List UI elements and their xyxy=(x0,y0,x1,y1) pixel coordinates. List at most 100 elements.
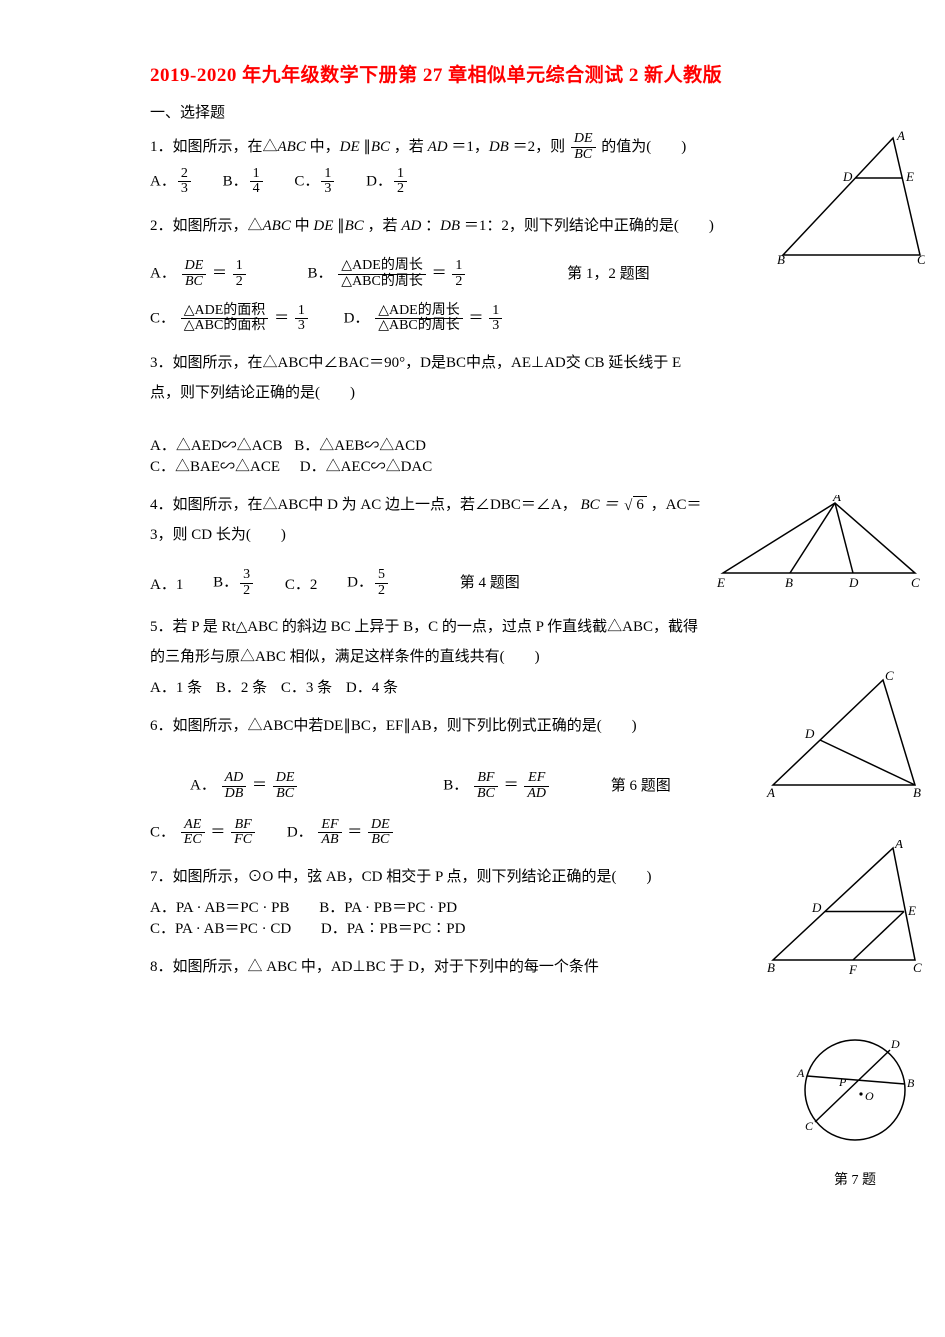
q2-eqD: ＝ xyxy=(469,310,484,326)
q3-stem: 3．如图所示，在△ABC中∠BAC＝90°，D是BC中点，AE⊥AD交 CB 延… xyxy=(150,355,681,401)
q6-options-row1: A． ADDB ＝ DEBC B． BFBC ＝ EFAD 第 6 题图 xyxy=(150,771,865,801)
q6-a-rnum: DE xyxy=(273,771,298,787)
figure-q7: A B C D P O xyxy=(785,1030,925,1165)
svg-text:B: B xyxy=(907,1076,915,1090)
q2-d-rden: 3 xyxy=(489,319,502,334)
svg-text:D: D xyxy=(804,726,815,741)
question-1: 1．如图所示，在△ABC 中，DE ∥BC ，若 AD ＝1，DB ＝2，则 D… xyxy=(150,132,865,163)
q4-optC: C．2 xyxy=(285,573,318,594)
q4-t1: 4．如图所示，在△ABC中 D 为 AC 边上一点，若∠DBC＝∠A， xyxy=(150,497,577,513)
q1-de: DE xyxy=(340,139,360,155)
q6-optC: C． xyxy=(150,824,175,840)
svg-text:D: D xyxy=(811,900,822,915)
q1-text: 1．如图所示，在△ xyxy=(150,139,278,155)
svg-text:B: B xyxy=(767,960,775,975)
q4-optA: A．1 xyxy=(150,573,183,594)
q1-a-num: 2 xyxy=(178,167,191,183)
svg-text:E: E xyxy=(716,575,725,590)
svg-text:C: C xyxy=(917,252,925,265)
q2-eqC: ＝ xyxy=(274,310,289,326)
q7-optB: B．PA · PB＝PC · PD xyxy=(319,896,457,917)
q1-options: A．23 B．14 C．13 D．12 xyxy=(150,167,865,197)
q5-optD: D．4 条 xyxy=(346,676,398,697)
q3-options: A．△AED∽△ACB B．△AEB∽△ACD C．△BAE∽△ACE D．△A… xyxy=(150,434,865,476)
svg-text:A: A xyxy=(894,840,903,851)
q7-optD: D．PA∶PB＝PC∶PD xyxy=(321,917,466,938)
q4-optD: D． xyxy=(347,575,373,591)
q3-optD: D．△AEC∽△DAC xyxy=(300,455,433,476)
q2-t3: ∥ xyxy=(337,218,345,234)
svg-text:D: D xyxy=(842,169,853,184)
q1-c-den: 3 xyxy=(321,182,334,197)
q6-d-lden: AB xyxy=(318,833,341,848)
q2-b-rnum: 1 xyxy=(452,259,465,275)
q1-optA: A． xyxy=(150,173,176,189)
svg-text:B: B xyxy=(913,785,921,800)
q6-c-rnum: BF xyxy=(231,818,255,834)
svg-text:E: E xyxy=(905,169,914,184)
q6-eqB: ＝ xyxy=(504,778,519,794)
q1-t2: 中， xyxy=(310,139,340,155)
svg-text:C: C xyxy=(913,960,922,975)
q6-b-lnum: BF xyxy=(474,771,498,787)
q2-b-lnum: △ADE的周长 xyxy=(338,259,426,275)
question-5: 5．若 P 是 Rt△ABC 的斜边 BC 上异于 B，C 的一点，过点 P 作… xyxy=(150,612,710,672)
q1-frac-den: BC xyxy=(571,148,596,163)
q7-optA: A．PA · AB＝PC · PB xyxy=(150,896,290,917)
svg-text:D: D xyxy=(848,575,859,590)
fig7-caption: 第 7 题 xyxy=(785,1169,925,1189)
q2-d-lden: △ABC的周长 xyxy=(375,319,463,334)
q6-optD: D． xyxy=(287,824,313,840)
q2-optC: C． xyxy=(150,310,175,326)
q6-eqA: ＝ xyxy=(252,778,267,794)
q1-t6: ＝2，则 xyxy=(513,139,566,155)
svg-text:C: C xyxy=(805,1119,814,1133)
q2-eqB: ＝ xyxy=(432,266,447,282)
svg-text:B: B xyxy=(785,575,793,590)
q2-optA: A． xyxy=(150,266,176,282)
q2-ad: AD xyxy=(401,218,421,234)
q2-c-rden: 3 xyxy=(295,319,308,334)
q4-bc-lbl: BC ＝ xyxy=(580,497,622,513)
q2-options-row1: A． DEBC ＝ 12 B． △ADE的周长△ABC的周长 ＝ 12 第 1，… xyxy=(150,259,865,289)
q1-optD: D． xyxy=(366,173,392,189)
q2-optB: B． xyxy=(308,266,333,282)
q2-eqA: ＝ xyxy=(212,266,227,282)
q6-a-lden: DB xyxy=(222,787,247,802)
q2-c-rnum: 1 xyxy=(295,304,308,320)
question-6: 6．如图所示，△ABC中若DE∥BC，EF∥AB，则下列比例式正确的是( ) xyxy=(150,711,710,741)
q2-optD: D． xyxy=(344,310,370,326)
q3-optB: B．△AEB∽△ACD xyxy=(294,434,426,455)
q1-t3: ∥ xyxy=(363,139,371,155)
figure-q6: A D E B F C xyxy=(765,840,925,980)
q1-c-num: 1 xyxy=(321,167,334,183)
q6-c-lnum: AE xyxy=(181,818,205,834)
question-3: 3．如图所示，在△ABC中∠BAC＝90°，D是BC中点，AE⊥AD交 CB 延… xyxy=(150,348,710,408)
svg-text:A: A xyxy=(766,785,775,800)
q1-db: DB xyxy=(489,139,509,155)
q1-t4: ，若 xyxy=(394,139,428,155)
q6-a-lnum: AD xyxy=(222,771,247,787)
q5-optA: A．1 条 xyxy=(150,676,202,697)
q1-d-num: 1 xyxy=(394,167,407,183)
q1-ad: AD xyxy=(428,139,448,155)
q6-d-rden: BC xyxy=(368,833,393,848)
q8-stem: 8．如图所示，△ ABC 中，AD⊥BC 于 D，对于下列中的每一个条件 xyxy=(150,959,599,975)
q2-c-lden: △ABC的面积 xyxy=(181,319,269,334)
q4-b-num: 3 xyxy=(240,568,253,584)
q3-optA: A．△AED∽△ACB xyxy=(150,434,283,455)
svg-text:E: E xyxy=(907,903,916,918)
svg-text:D: D xyxy=(890,1037,900,1051)
q6-b-rnum: EF xyxy=(524,771,549,787)
q2-a-lden: BC xyxy=(182,275,207,290)
q2-a-rnum: 1 xyxy=(233,259,246,275)
figure-q3: A E B D C xyxy=(715,495,925,595)
question-4: 4．如图所示，在△ABC中 D 为 AC 边上一点，若∠DBC＝∠A， BC ＝… xyxy=(150,490,710,550)
q2-abc: ABC xyxy=(263,218,291,234)
q6-d-rnum: DE xyxy=(368,818,393,834)
q6-a-rden: BC xyxy=(273,787,298,802)
q2-t4: ，若 xyxy=(368,218,402,234)
svg-text:B: B xyxy=(777,252,785,265)
q1-t5: ＝1， xyxy=(451,139,489,155)
q2-d-lnum: △ADE的周长 xyxy=(375,304,463,320)
